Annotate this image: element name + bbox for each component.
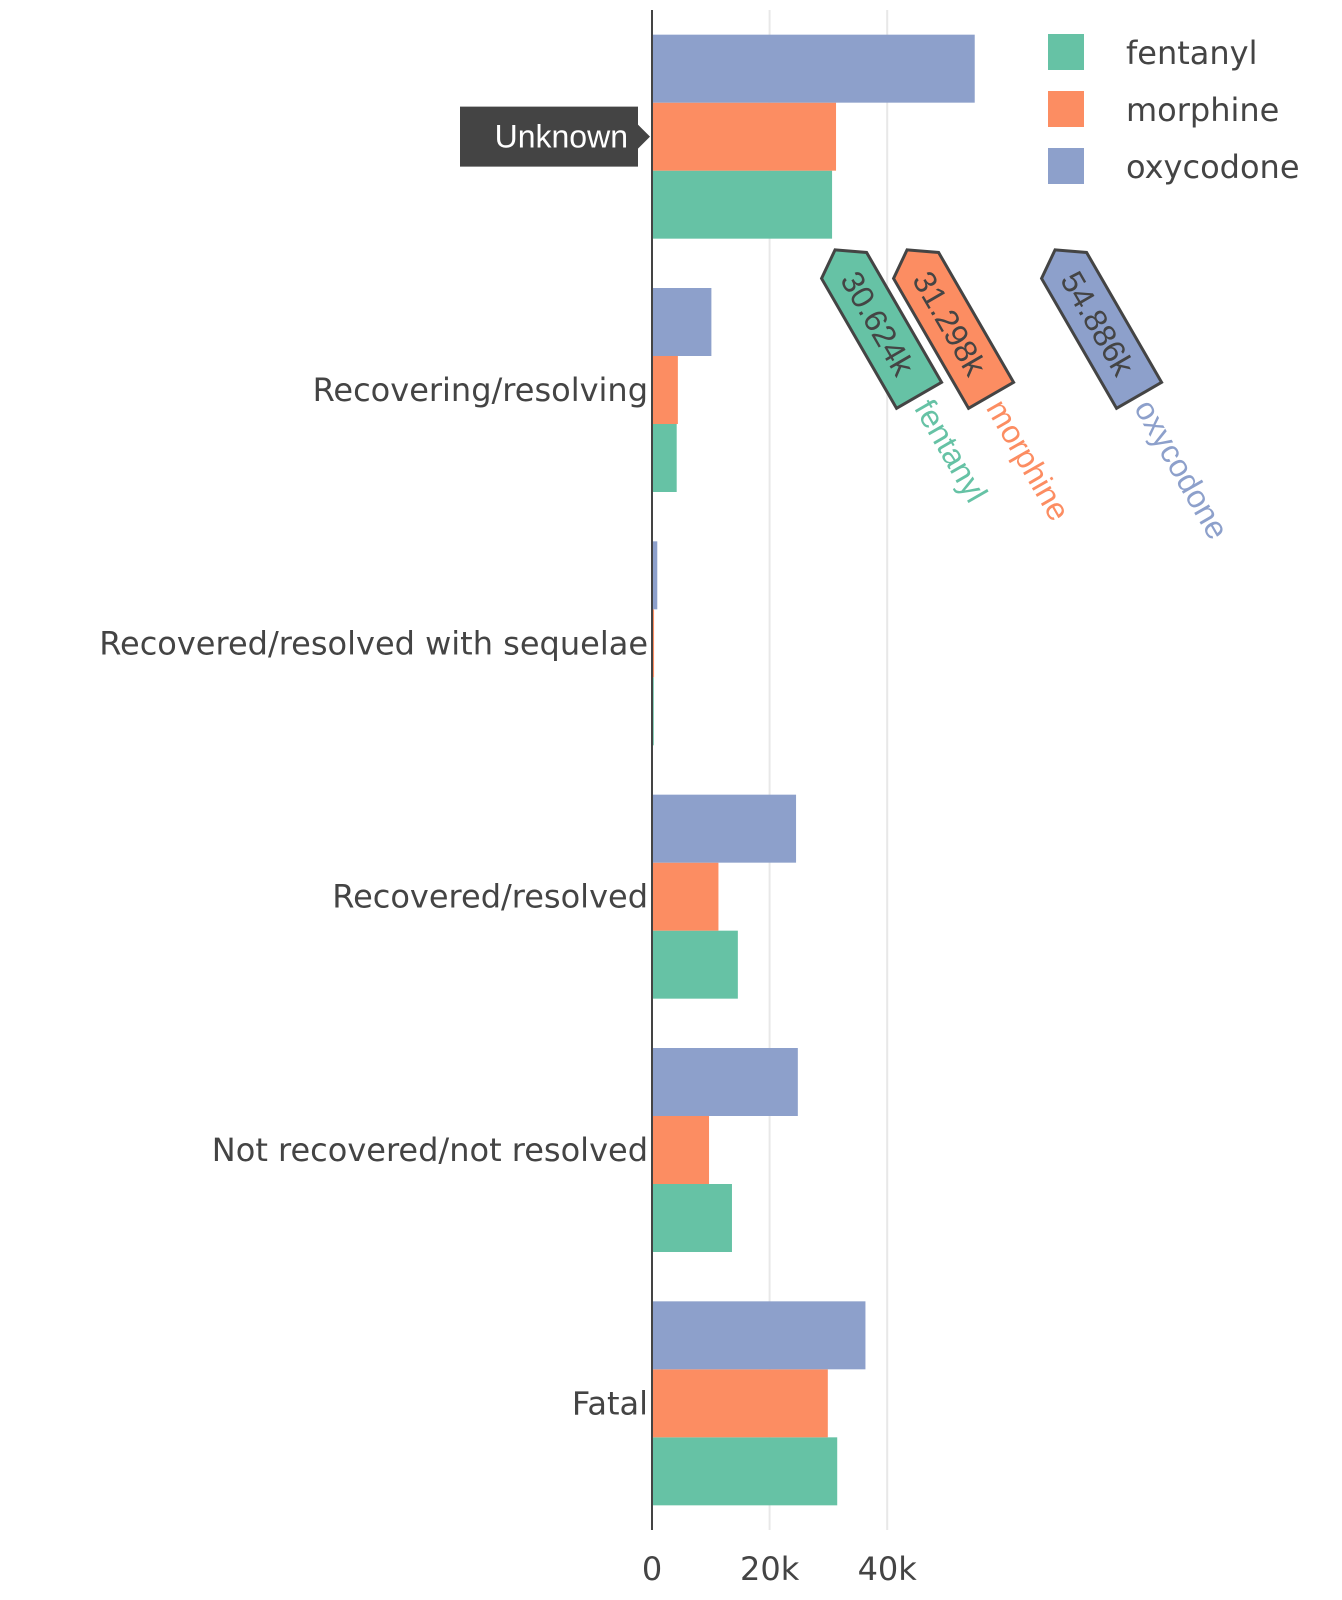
- x-tick-label-0: 0: [642, 1550, 662, 1588]
- bar-oxycodone-unknown[interactable]: [652, 34, 975, 103]
- legend-item-oxycodone[interactable]: oxycodone: [1048, 148, 1300, 186]
- bar-oxycodone-recovered-resolved-with-sequelae[interactable]: [652, 541, 658, 610]
- hover-category-box: [460, 106, 650, 167]
- legend-label-morphine: morphine: [1126, 91, 1279, 129]
- hover-series-oxycodone: oxycodone: [1127, 393, 1236, 545]
- bar-oxycodone-not-recovered-not-resolved[interactable]: [652, 1048, 798, 1116]
- x-tick-label-20k: 20k: [740, 1550, 800, 1588]
- bar-fentanyl-not-recovered-not-resolved[interactable]: [652, 1184, 732, 1252]
- legend-label-oxycodone: oxycodone: [1126, 148, 1300, 186]
- legend-item-fentanyl[interactable]: fentanyl: [1048, 34, 1258, 72]
- bar-morphine-recovering-resolving[interactable]: [652, 356, 678, 424]
- category-labels: Fatal Not recovered/not resolved Recovered…: [99, 106, 650, 1422]
- hover-box-morphine: [891, 248, 1016, 411]
- bar-oxycodone-recovering-resolving[interactable]: [652, 288, 712, 356]
- legend-item-morphine[interactable]: morphine: [1048, 91, 1279, 129]
- bar-morphine-unknown[interactable]: [652, 102, 837, 171]
- category-label-recovered-resolved: Recovered/resolved: [332, 878, 648, 916]
- bar-oxycodone-fatal[interactable]: [652, 1301, 866, 1370]
- hover-category-label: Unknown: [460, 106, 650, 167]
- hover-box-oxycodone: [1039, 248, 1164, 411]
- x-tick-labels: 0 20k 40k: [642, 1550, 917, 1588]
- x-gridlines: [768, 10, 889, 1530]
- bar-oxycodone-recovered-resolved[interactable]: [652, 794, 797, 863]
- bar-morphine-recovered-resolved[interactable]: [652, 862, 719, 931]
- category-label-not-recovered-not-resolved: Not recovered/not resolved: [212, 1131, 648, 1169]
- legend-swatch-fentanyl: [1048, 34, 1084, 70]
- bar-morphine-not-recovered-not-resolved[interactable]: [652, 1116, 710, 1184]
- x-tick-label-40k: 40k: [858, 1550, 918, 1588]
- legend-swatch-morphine: [1048, 91, 1084, 127]
- bar-fentanyl-recovering-resolving[interactable]: [652, 424, 677, 492]
- category-label-recovering-resolving: Recovering/resolving: [313, 371, 648, 409]
- bar-fentanyl-recovered-resolved[interactable]: [652, 930, 738, 999]
- hover-labels: 30.624kfentanyl31.298kmorphine54.886koxy…: [819, 248, 1236, 545]
- category-label-recovered-resolved-with-sequelae: Recovered/resolved with sequelae: [99, 624, 648, 662]
- hover-box-fentanyl: [819, 248, 944, 411]
- hover-series-morphine: morphine: [979, 393, 1077, 527]
- legend-swatch-oxycodone: [1048, 148, 1084, 184]
- legend-label-fentanyl: fentanyl: [1126, 34, 1258, 72]
- bar-fentanyl-unknown[interactable]: [652, 170, 833, 239]
- bars: [652, 34, 975, 1506]
- category-label-fatal: Fatal: [572, 1384, 648, 1422]
- bar-morphine-recovered-resolved-with-sequelae[interactable]: [652, 609, 655, 678]
- hover-category-text: Unknown: [495, 119, 628, 155]
- bar-morphine-fatal[interactable]: [652, 1369, 828, 1438]
- bar-fentanyl-fatal[interactable]: [652, 1437, 838, 1506]
- legend[interactable]: fentanyl morphine oxycodone: [1048, 34, 1300, 186]
